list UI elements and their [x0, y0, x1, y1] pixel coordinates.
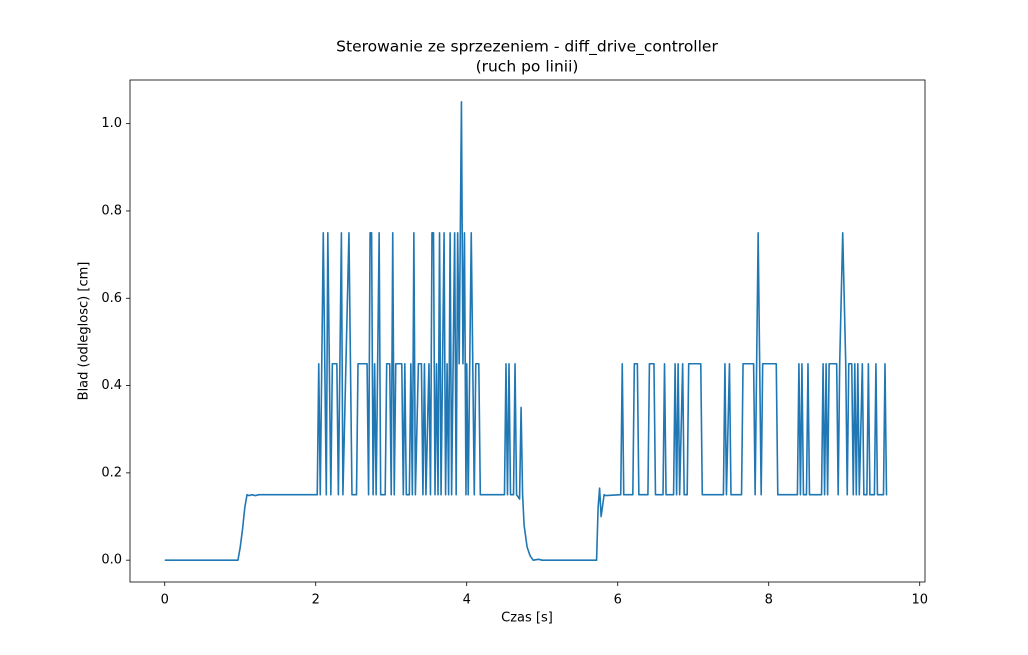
x-tick-label: 8 [765, 593, 773, 608]
x-tick-label: 10 [911, 593, 928, 608]
y-tick-label: 0.6 [101, 291, 122, 306]
y-tick-label: 0.2 [101, 465, 122, 480]
x-tick-label: 0 [161, 593, 169, 608]
x-tick-label: 6 [614, 593, 622, 608]
chart-title: Sterowanie ze sprzezeniem - diff_drive_c… [336, 38, 718, 57]
x-axis-label: Czas [s] [501, 611, 553, 626]
data-line [164, 101, 888, 561]
x-tick-label: 4 [463, 593, 471, 608]
y-tick-label: 1.0 [101, 116, 122, 131]
chart-subtitle: (ruch po linii) [476, 58, 579, 76]
y-tick-label: 0.4 [101, 378, 122, 393]
y-tick-label: 0.8 [101, 203, 122, 218]
y-axis-label: Blad (odleglosc) [cm] [77, 262, 92, 401]
x-tick-label: 2 [312, 593, 320, 608]
plot-frame [129, 79, 926, 583]
y-tick-label: 0.0 [101, 553, 122, 568]
